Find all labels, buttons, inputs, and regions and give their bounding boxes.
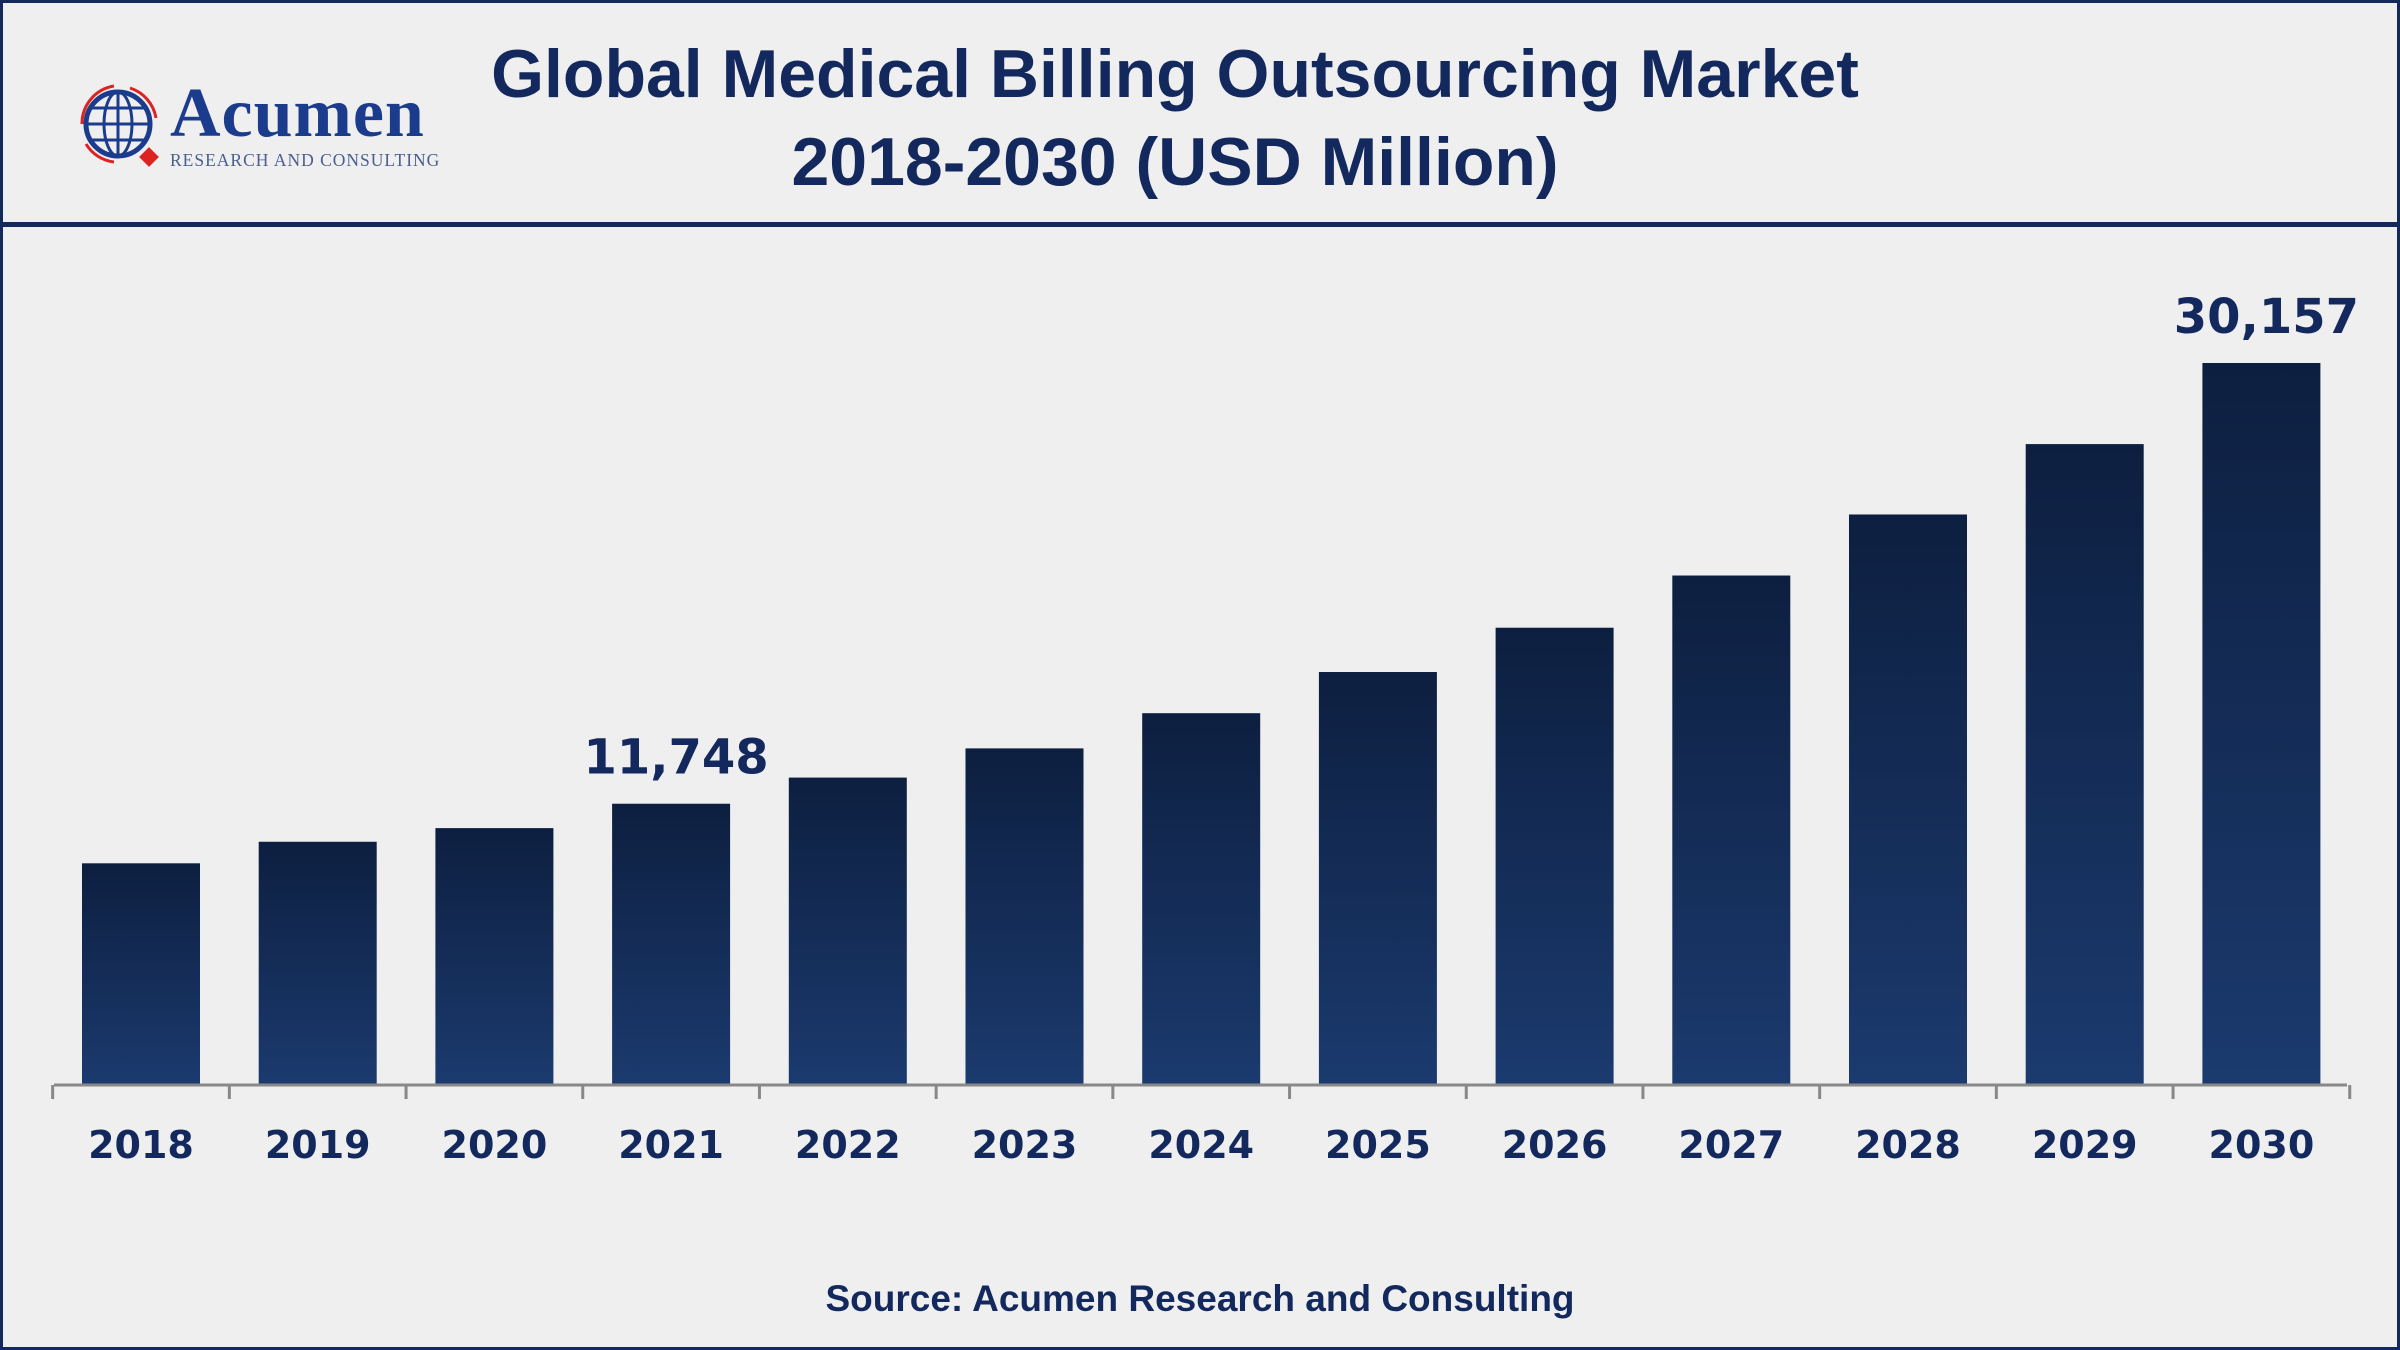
acumen-logo: Acumen RESEARCH AND CONSULTING — [74, 74, 464, 174]
x-tick-label: 2030 — [2209, 1123, 2315, 1167]
bar-2029 — [2025, 444, 2144, 1085]
x-tick-label: 2020 — [442, 1123, 548, 1167]
bar-2020 — [435, 828, 554, 1085]
logo-tagline: RESEARCH AND CONSULTING — [170, 150, 441, 170]
x-tick-label: 2024 — [1148, 1123, 1254, 1167]
x-tick-label: 2025 — [1325, 1123, 1431, 1167]
bar-2018 — [82, 863, 200, 1085]
title-line-1: Global Medical Billing Outsourcing Marke… — [491, 36, 1859, 112]
title-line-2: 2018-2030 (USD Million) — [791, 124, 1559, 200]
x-tick-label: 2026 — [1502, 1123, 1608, 1167]
bar-2028 — [1849, 514, 1967, 1085]
bar-2021 — [612, 803, 731, 1085]
x-tick-label: 2028 — [1855, 1123, 1961, 1167]
bar-2023 — [965, 748, 1084, 1085]
x-tick-label: 2029 — [2032, 1123, 2138, 1167]
bar-2019 — [258, 841, 377, 1085]
x-tick-label: 2019 — [265, 1123, 371, 1167]
source-note: Source: Acumen Research and Consulting — [825, 1278, 1575, 1319]
x-tick-label: 2023 — [972, 1123, 1078, 1167]
bar-2027 — [1672, 575, 1791, 1085]
x-tick-label: 2027 — [1678, 1123, 1784, 1167]
bar-2030 — [2202, 363, 2321, 1085]
bar-2022 — [788, 777, 907, 1085]
page-title: Global Medical Billing Outsourcing Marke… — [430, 30, 2400, 206]
header-divider — [0, 222, 2400, 227]
bar-2026 — [1495, 627, 1614, 1085]
x-tick-label: 2022 — [795, 1123, 901, 1167]
bar-2025 — [1318, 672, 1437, 1085]
x-tick-label: 2021 — [618, 1123, 724, 1167]
logo-wordmark: Acumen — [170, 75, 425, 152]
x-tick-label: 2018 — [88, 1123, 194, 1167]
globe-icon — [80, 84, 159, 167]
data-label: 30,157 — [2174, 289, 2359, 345]
bar-2024 — [1142, 713, 1261, 1085]
data-label: 11,748 — [583, 730, 768, 786]
